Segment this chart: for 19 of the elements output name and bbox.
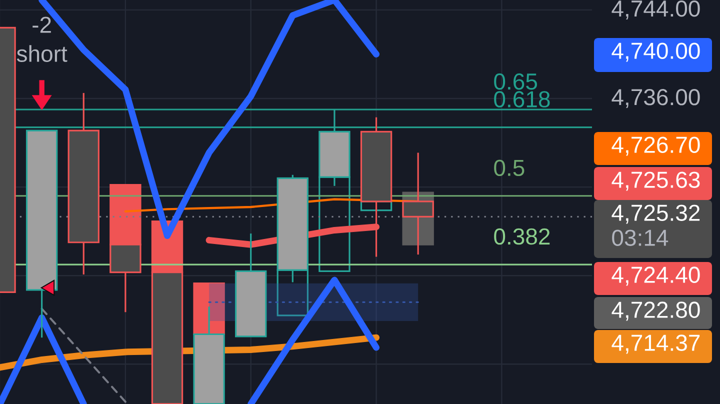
annotation: 0.5: [494, 160, 524, 176]
text: 03:14: [612, 230, 668, 246]
text: 4,714.37: [612, 334, 700, 354]
y-tick-label: 4,736.00: [612, 88, 700, 108]
candlestick: [402, 152, 434, 256]
y-tick-label: 4,744.00: [612, 0, 700, 20]
text: 4,725.63: [612, 172, 700, 191]
annotation: 0.618: [494, 91, 550, 108]
annotation: 0.65: [494, 73, 537, 90]
annotation: 0.382: [494, 228, 550, 245]
candlestick: [235, 232, 267, 338]
text: 4,725.32: [612, 204, 700, 224]
annotation: -2 short: [16, 16, 68, 62]
text: 4,724.40: [612, 266, 700, 286]
text: 4,740.00: [612, 42, 700, 62]
candlestick: [68, 92, 100, 276]
text: 4,726.70: [612, 136, 700, 156]
text: 4,722.80: [612, 302, 700, 321]
candlestick: [26, 130, 58, 338]
